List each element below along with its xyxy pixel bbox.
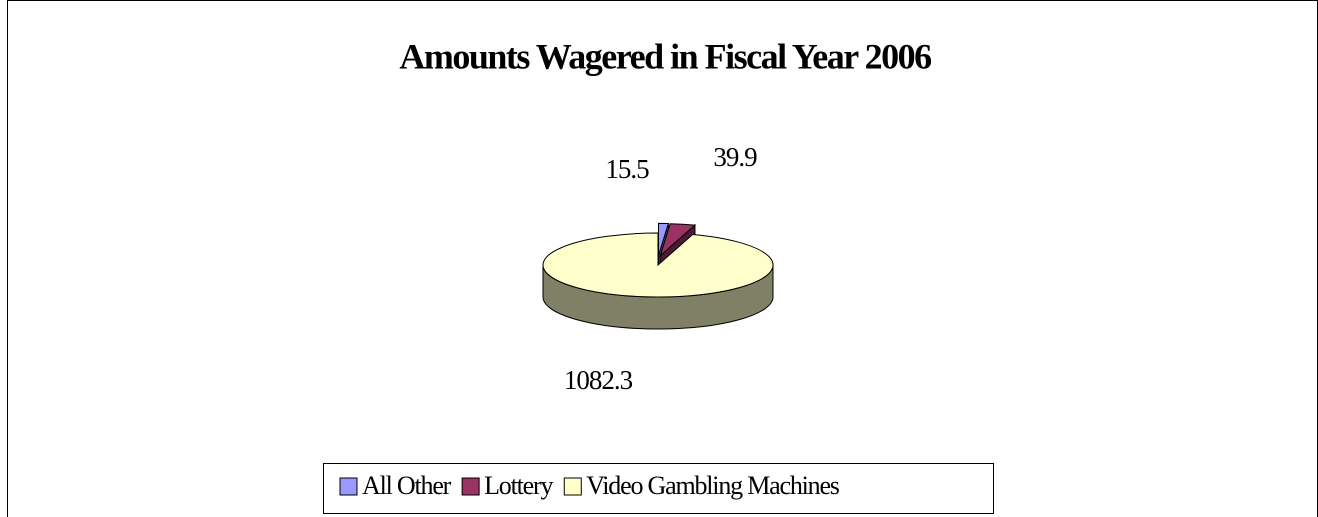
- pie-slice: [542, 232, 774, 298]
- chart-title: Amounts Wagered in Fiscal Year 2006: [399, 36, 931, 76]
- data-label: 1082.3: [564, 365, 633, 395]
- legend: All Other Lottery Video Gambling Machines: [339, 471, 841, 500]
- legend-swatch: [461, 477, 480, 496]
- pie-slice: [659, 223, 697, 258]
- legend-swatch: [339, 477, 358, 496]
- legend-swatch: [563, 477, 582, 496]
- legend-label: Video Gambling Machines: [586, 471, 840, 500]
- legend-label: Lottery: [484, 471, 553, 500]
- legend-box: [323, 463, 994, 514]
- data-label: 39.9: [713, 142, 757, 172]
- data-label: 15.5: [605, 154, 649, 184]
- legend-label: All Other: [362, 471, 452, 500]
- pie-slice: [658, 222, 670, 256]
